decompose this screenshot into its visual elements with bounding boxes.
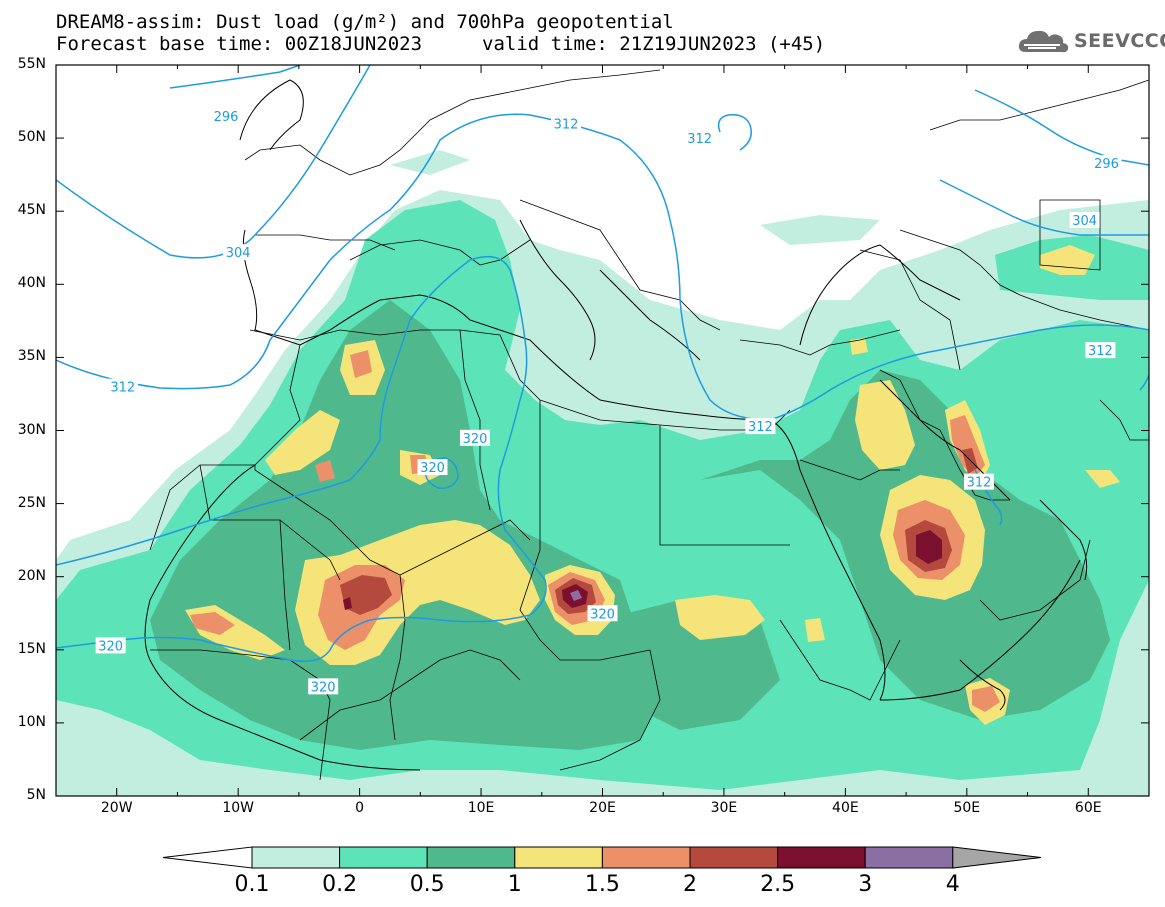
lat-label: 40N [17, 275, 46, 292]
dust-field-level-7 [343, 530, 942, 610]
lat-label: 35N [17, 348, 46, 365]
contour-label-bg [1069, 211, 1100, 228]
colorbar-segment [777, 846, 866, 869]
colorbar-segment [689, 846, 779, 869]
lat-label: 50N [17, 129, 46, 146]
lat-label: 45N [17, 202, 46, 219]
colorbar-label: 1 [507, 872, 522, 897]
logo-text: SEEVCCC [1074, 30, 1165, 52]
seevccc-logo: SEEVCCC [1016, 24, 1165, 58]
colorbar-lower-extension [162, 846, 253, 869]
contour-label-bg [95, 637, 126, 654]
contour-label-bg [417, 459, 448, 476]
contour-label-bg [1091, 154, 1122, 171]
contour-label-bg [587, 605, 618, 622]
lat-label: 55N [17, 56, 46, 72]
lat-label: 5N [26, 787, 46, 803]
contour-label: 320 [463, 432, 488, 447]
contour-label: 320 [98, 639, 123, 654]
lon-label: 50E [953, 800, 981, 816]
contour-label: 312 [967, 476, 992, 491]
coastlines [144, 79, 1088, 771]
colorbar-label: 2 [683, 872, 697, 897]
lon-label: 20E [589, 800, 616, 816]
contour-labels: 296 304 312 312 312 312 312 312 296 304 320 320 320 3… [95, 108, 1122, 695]
lat-label: 25N [17, 494, 46, 511]
colorbar-segment [514, 846, 603, 869]
colorbar-segment [864, 846, 954, 869]
contour-label: 312 [748, 420, 773, 435]
lon-label: 30E [710, 800, 738, 816]
colorbar-label: 2.5 [760, 872, 796, 897]
colorbar-label: 3 [858, 872, 873, 897]
colorbar-label: 0.1 [234, 872, 270, 897]
contour-label: 320 [311, 680, 336, 695]
axis-ticks [55, 64, 1150, 797]
contour-label-bg [1085, 342, 1116, 359]
lon-label: 20W [100, 800, 133, 816]
colorbar-segment [601, 846, 691, 869]
contour-label: 304 [226, 246, 251, 261]
lon-label: 10E [467, 800, 495, 816]
contour-label-bg [745, 418, 776, 435]
lat-label: 15N [17, 640, 46, 657]
valid-time: valid time: 21Z19JUN2023 (+45) [482, 33, 826, 55]
colorbar-segment [251, 846, 341, 869]
lon-label: 40E [832, 800, 859, 816]
contour-label: 312 [110, 381, 135, 396]
geopotential-contours [56, 65, 1149, 662]
lon-label: 10W [222, 800, 254, 816]
map-title: DREAM8-assim: Dust load (g/m²) and 700hP… [56, 11, 674, 33]
contour-label: 312 [1088, 344, 1113, 359]
lat-label: 30N [17, 421, 46, 438]
colorbar-label: 0.5 [409, 872, 445, 897]
lat-label: 10N [17, 713, 46, 730]
lon-label: 0 [355, 800, 365, 816]
colorbar-label: 0.2 [322, 872, 358, 897]
contour-label-bg [211, 108, 242, 125]
colorbar-segment [426, 846, 516, 869]
lat-label: 20N [17, 567, 46, 584]
colorbar-upper-extension [952, 846, 1042, 869]
contour-label-bg [459, 429, 490, 446]
contour-label: 312 [687, 132, 712, 147]
map-area [56, 65, 1149, 796]
colorbar-segment [339, 846, 428, 869]
contour-label: 296 [1094, 157, 1119, 172]
contour-label-bg [107, 378, 138, 395]
contour-label: 320 [590, 607, 615, 622]
contour-label-bg [684, 130, 715, 147]
cloud-icon [1018, 30, 1069, 53]
dust-field-level-8 [570, 590, 582, 601]
contour-label: 312 [554, 117, 579, 132]
contour-label-bg [308, 678, 339, 695]
contour-label-bg [963, 473, 994, 490]
contour-label-bg [551, 115, 582, 132]
lon-label: 60E [1074, 800, 1102, 816]
colorbar-label: 1.5 [584, 872, 620, 897]
contour-label: 296 [214, 110, 239, 125]
contour-label: 320 [420, 461, 445, 476]
country-borders [149, 69, 1149, 781]
forecast-base-time: Forecast base time: 00Z18JUN2023 [56, 33, 423, 55]
colorbar-label: 4 [945, 872, 960, 897]
contour-label: 304 [1072, 214, 1097, 229]
contour-label-bg [223, 244, 254, 261]
